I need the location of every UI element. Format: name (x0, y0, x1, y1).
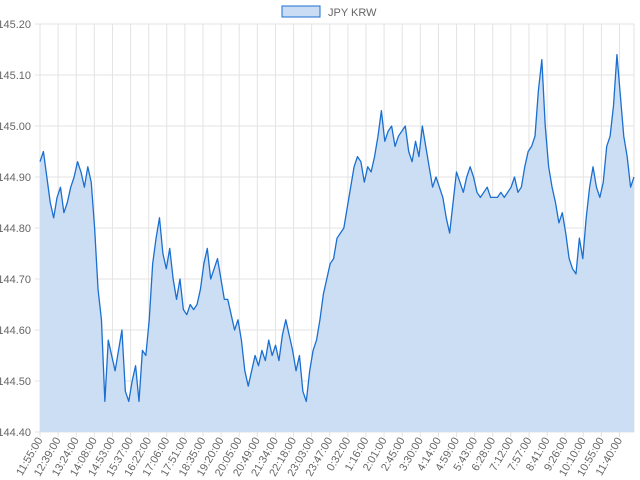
legend-label: JPY KRW (328, 7, 377, 19)
y-tick-label: 144.80 (0, 223, 31, 235)
y-tick-label: 144.60 (0, 325, 31, 337)
y-tick-label: 144.70 (0, 274, 31, 286)
legend-swatch (281, 5, 321, 18)
y-tick-label: 145.20 (0, 19, 31, 31)
y-tick-label: 144.50 (0, 376, 31, 388)
y-tick-label: 144.40 (0, 427, 31, 439)
y-tick-label: 144.90 (0, 172, 31, 184)
y-tick-label: 145.00 (0, 121, 31, 133)
legend[interactable]: JPY KRW (281, 5, 377, 19)
x-axis: 11:55:0012:39:0013:24:0014:08:0014:53:00… (14, 436, 625, 479)
y-tick-label: 145.10 (0, 70, 31, 82)
series-area (40, 54, 634, 432)
y-axis: 145.20 145.10 145.00 144.90 144.80 144.70 144.… (0, 19, 31, 439)
series-line (39, 53, 635, 403)
